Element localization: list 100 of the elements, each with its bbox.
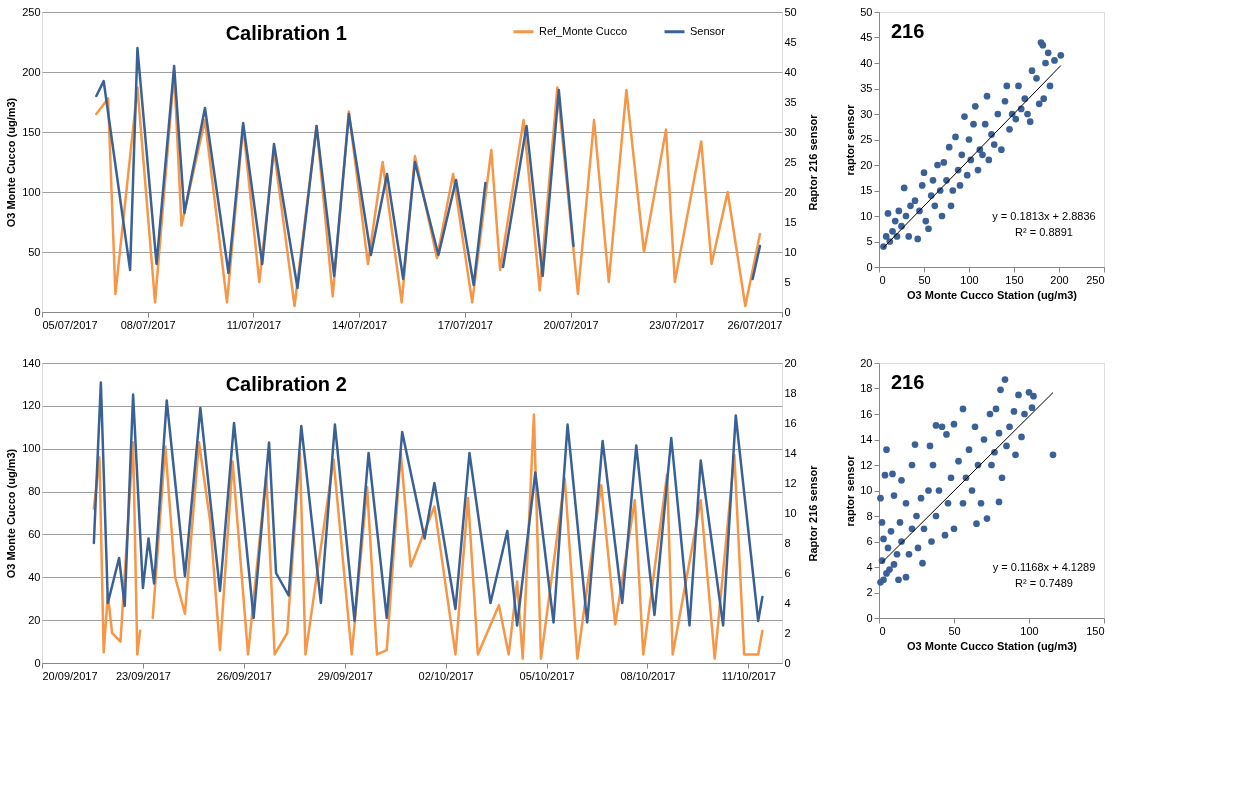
y-tick-label: 45	[860, 31, 873, 43]
y-tick-label: 5	[866, 235, 873, 247]
x-tick-label: 20/07/2017	[543, 318, 599, 331]
legend-label: Sensor	[690, 24, 726, 37]
x-tick-label: 02/10/2017	[418, 669, 474, 682]
y-tick-label: 120	[22, 399, 41, 412]
y-tick-label: 20	[860, 158, 873, 171]
y-tick-label: 40	[28, 570, 41, 583]
x-tick-label: 08/07/2017	[120, 318, 176, 331]
x-tick-label: 100	[1020, 624, 1039, 637]
y-tick-label: 0	[34, 656, 41, 669]
y-tick-label: 10	[860, 484, 873, 496]
x-tick-label: 0	[879, 624, 886, 637]
annotation: y = 0.1813x + 2.8836	[992, 210, 1096, 222]
y2-tick-label: 8	[784, 536, 791, 549]
y-tick-label: 50	[28, 245, 41, 258]
y-tick-label: 6	[866, 535, 873, 547]
x-tick-label: 250	[1086, 273, 1105, 286]
x-tick-label: 26/09/2017	[216, 669, 272, 682]
x-tick-label: 50	[918, 273, 931, 286]
y2-tick-label: 12	[784, 476, 797, 489]
y2-tick-label: 35	[784, 95, 797, 108]
chart-title: 216	[891, 20, 925, 42]
x-tick-label: 05/10/2017	[519, 669, 575, 682]
x-tick-label: 150	[1086, 624, 1105, 637]
y-tick-label: 18	[860, 382, 873, 394]
y-tick-label: 25	[860, 133, 873, 145]
y2-tick-label: 0	[784, 656, 791, 669]
y-tick-label: 40	[860, 56, 873, 69]
annotation: y = 0.1168x + 4.1289	[992, 561, 1096, 573]
x-tick-label: 17/07/2017	[437, 318, 493, 331]
legend-label: Ref_Monte Cucco	[539, 24, 628, 37]
annotation: R² = 0.7489	[1015, 577, 1073, 589]
y-tick-label: 2	[866, 586, 873, 598]
x-tick-label: 50	[948, 624, 961, 637]
x-tick-label: 08/10/2017	[620, 669, 676, 682]
y2-tick-label: 16	[784, 416, 797, 429]
y2-axis-title: Raptor 216 sensor	[806, 464, 819, 562]
x-tick-label: 23/09/2017	[115, 669, 171, 682]
y-tick-label: 80	[28, 485, 41, 498]
x-tick-label: 11/07/2017	[226, 318, 282, 331]
y2-tick-label: 5	[784, 275, 791, 288]
y-tick-label: 14	[860, 433, 873, 445]
y-tick-label: 30	[860, 107, 873, 120]
text: Calibration 2	[225, 373, 347, 395]
y2-tick-label: 6	[784, 566, 791, 579]
x-tick-label: 29/09/2017	[317, 669, 373, 682]
y2-tick-label: 50	[784, 5, 797, 18]
y-tick-label: 140	[22, 356, 41, 369]
y-tick-label: 250	[22, 5, 41, 18]
y2-tick-label: 10	[784, 245, 797, 258]
annotation: R² = 0.8891	[1015, 226, 1073, 238]
y2-tick-label: 10	[784, 506, 797, 519]
y2-tick-label: 15	[784, 215, 797, 228]
y-tick-label: 200	[22, 65, 41, 78]
y-tick-label: 150	[22, 125, 41, 138]
x-tick-label: 26/07/2017	[727, 318, 783, 331]
y-tick-label: 100	[22, 442, 41, 455]
y2-tick-label: 40	[784, 65, 797, 78]
y-axis-title: O3 Monte Cucco (ug/m3)	[5, 97, 18, 228]
chart-title: 216	[891, 371, 925, 393]
x-axis-title: O3 Monte Cucco Station (ug/m3)	[907, 288, 1078, 301]
y-tick-label: 60	[28, 527, 41, 540]
y2-tick-label: 30	[784, 125, 797, 138]
y2-tick-label: 0	[784, 305, 791, 318]
y2-tick-label: 18	[784, 386, 797, 399]
y-axis-title: O3 Monte Cucco (ug/m3)	[5, 448, 18, 579]
x-tick-label: 100	[960, 273, 979, 286]
y-tick-label: 0	[866, 260, 873, 273]
y2-tick-label: 14	[784, 446, 797, 459]
x-tick-label: 20/09/2017	[42, 669, 98, 682]
x-tick-label: 200	[1050, 273, 1069, 286]
x-tick-label: 0	[879, 273, 886, 286]
y-tick-label: 0	[34, 305, 41, 318]
y-tick-label: 16	[860, 407, 873, 420]
x-axis-title: O3 Monte Cucco Station (ug/m3)	[907, 639, 1078, 652]
y2-tick-label: 20	[784, 356, 797, 369]
y2-tick-label: 25	[784, 155, 797, 168]
x-tick-label: 11/10/2017	[721, 669, 776, 682]
y-tick-label: 12	[860, 458, 873, 471]
y-tick-label: 100	[22, 185, 41, 198]
x-tick-label: 150	[1005, 273, 1024, 286]
x-tick-label: 23/07/2017	[649, 318, 705, 331]
y-tick-label: 0	[866, 611, 873, 624]
y-tick-label: 15	[860, 184, 873, 196]
y2-tick-label: 4	[784, 596, 791, 609]
y-axis-title: raptor sensor	[844, 454, 857, 527]
y-tick-label: 20	[28, 613, 41, 626]
y-tick-label: 4	[866, 560, 873, 573]
y-tick-label: 8	[866, 509, 873, 522]
x-tick-label: 14/07/2017	[332, 318, 388, 331]
y2-tick-label: 45	[784, 35, 797, 48]
y2-axis-title: Raptor 216 sensor	[806, 113, 819, 211]
y-tick-label: 50	[860, 5, 873, 18]
y2-tick-label: 20	[784, 185, 797, 198]
y-tick-label: 35	[860, 82, 873, 94]
y-axis-title: raptor sensor	[844, 103, 857, 176]
y-tick-label: 20	[860, 356, 873, 369]
y2-tick-label: 2	[784, 626, 791, 639]
text: Calibration 1	[225, 22, 347, 44]
